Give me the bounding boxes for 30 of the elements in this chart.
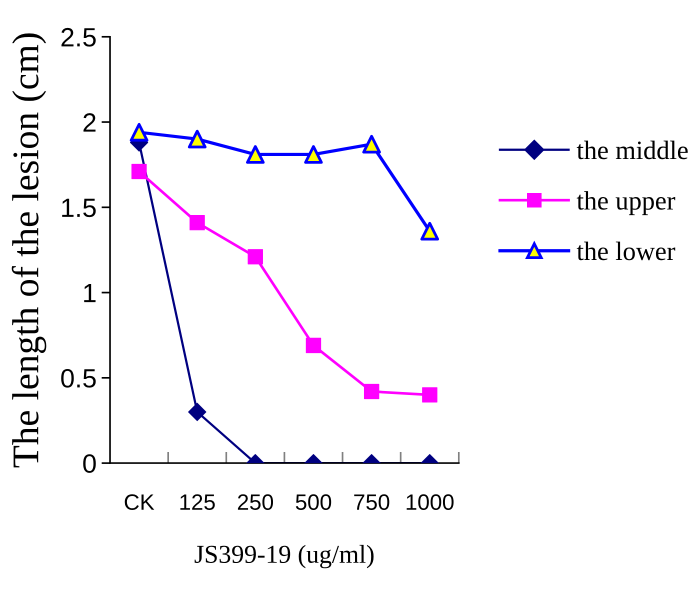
x-tick-label: 750	[354, 494, 390, 510]
point	[188, 402, 206, 422]
point	[131, 164, 147, 180]
y-tick-label: 2.5	[61, 28, 96, 47]
x-tick-label: 500	[296, 494, 332, 510]
point	[130, 122, 148, 142]
point	[306, 338, 322, 354]
x-axis-title: JS399-19 (ug/ml)	[194, 544, 374, 568]
x-tick-label: 125	[180, 494, 215, 510]
x-tick-label: 250	[238, 494, 274, 510]
x-tick-label: CK	[124, 494, 154, 510]
point	[420, 222, 440, 240]
y-tick-label: 0	[83, 454, 96, 473]
point	[248, 249, 263, 264]
point	[422, 387, 438, 403]
legend-label: the middle	[576, 140, 688, 160]
legend-label: the lower	[576, 242, 676, 260]
legend-label: the upper	[576, 191, 676, 216]
y-tick-label: 2	[83, 113, 96, 132]
point	[304, 145, 323, 164]
x-tick-label: 1000	[406, 494, 454, 510]
y-tick-label: 0.5	[61, 368, 96, 388]
point	[362, 134, 381, 154]
point	[190, 215, 205, 230]
y-axis-title: The length of the lesion (cm)	[12, 33, 46, 468]
point	[188, 130, 207, 148]
y-tick-label: 1	[84, 284, 96, 302]
y-tick-label: 1.5	[62, 198, 96, 218]
point	[364, 384, 380, 400]
point	[246, 145, 265, 164]
